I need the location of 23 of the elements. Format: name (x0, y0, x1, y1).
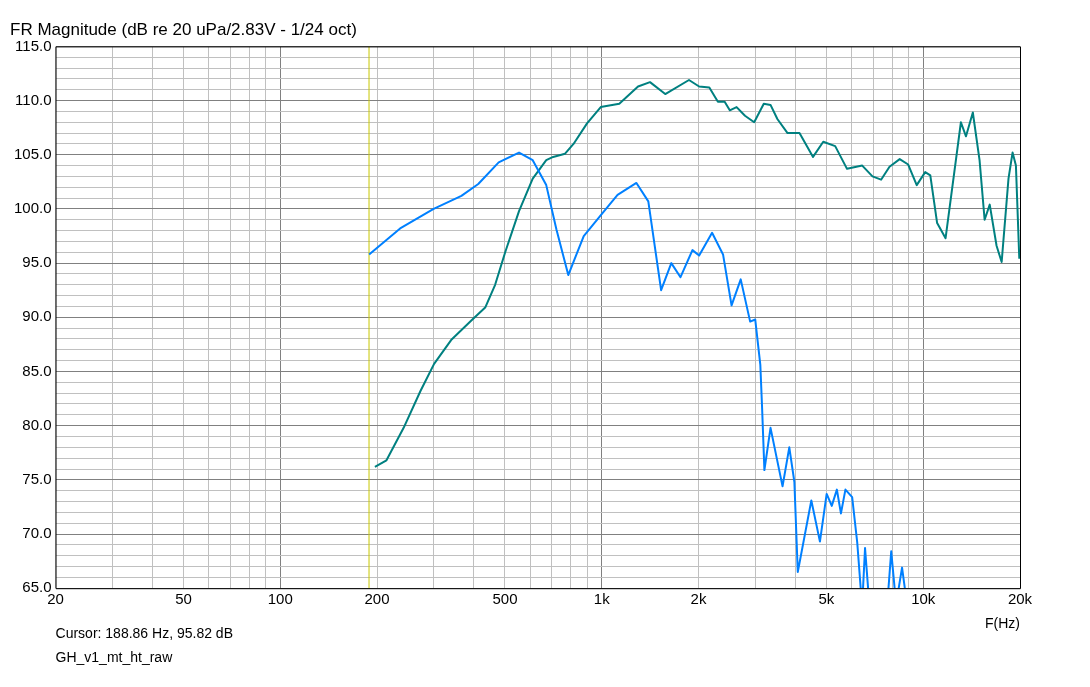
x-tick-label: 1k (593, 590, 611, 608)
x-axis-title: F(Hz) (985, 615, 1020, 632)
x-tick-label: 20k (1007, 590, 1033, 608)
x-tick-label: 100 (267, 590, 293, 608)
y-tick-label: 75.0 (22, 469, 52, 487)
text: GH_v1_mt_ht_raw (55, 649, 174, 666)
x-tick-label: 500 (492, 590, 518, 608)
text: Cursor: 188.86 Hz, 95.82 dB (55, 625, 233, 642)
y-tick-label: 70.0 (22, 524, 52, 542)
chart-title: FR Magnitude (dB re 20 uPa/2.83V - 1/24 oct) (10, 19, 357, 39)
y-tick-label: 115.0 (15, 36, 52, 54)
x-tick-label: 200 (364, 590, 390, 608)
y-tick-label: 85.0 (22, 361, 52, 379)
x-tick-label: 2k (690, 590, 707, 608)
y-tick-label: 110.0 (15, 90, 52, 108)
x-tick-label: 50 (175, 590, 192, 608)
x-tick-label: 5k (818, 590, 835, 608)
y-tick-label: 80.0 (22, 415, 52, 433)
y-tick-label: 90.0 (22, 307, 52, 325)
x-tick-label: 10k (911, 590, 936, 608)
y-tick-label: 100.0 (13, 199, 52, 217)
y-tick-label: 105.0 (13, 144, 52, 162)
y-tick-label: 95.0 (22, 253, 52, 271)
